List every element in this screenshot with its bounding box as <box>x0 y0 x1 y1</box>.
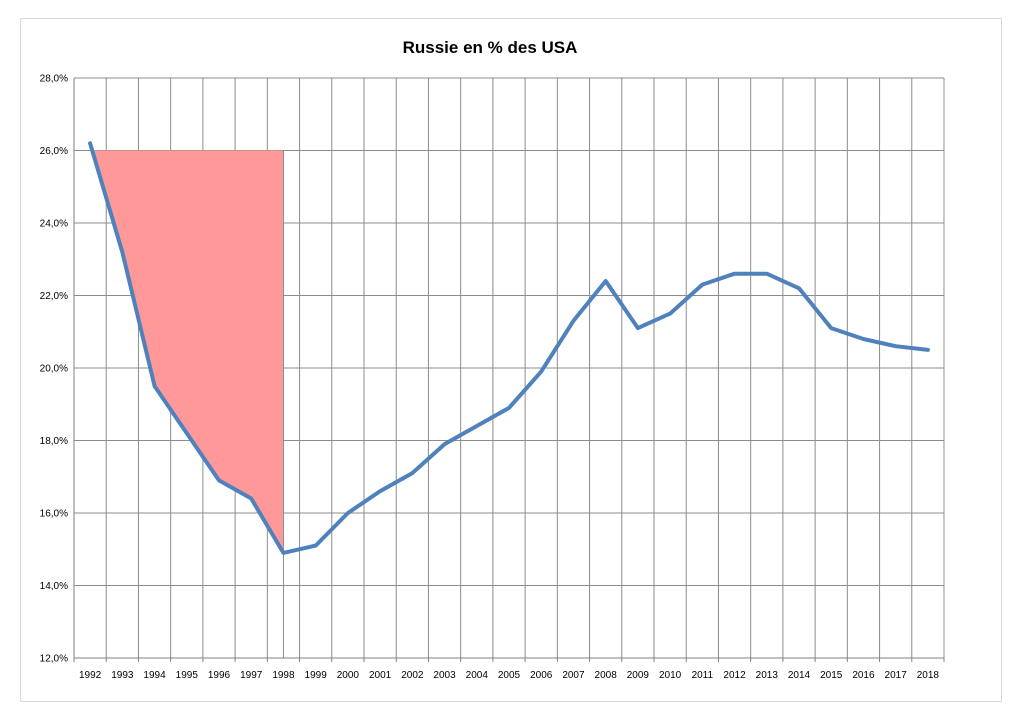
y-tick-label: 16,0% <box>40 509 68 520</box>
y-tick-label: 28,0% <box>40 74 68 85</box>
x-tick-label: 1999 <box>305 670 328 681</box>
x-tick-label: 1997 <box>240 670 263 681</box>
x-tick-label: 2004 <box>466 670 489 681</box>
x-tick-label: 2012 <box>723 670 746 681</box>
series-group <box>88 141 930 555</box>
y-tick-label: 18,0% <box>40 436 68 447</box>
x-tick-label: 2015 <box>820 670 843 681</box>
highlight-region <box>90 143 284 553</box>
x-tick-label: 1996 <box>208 670 231 681</box>
x-tick-label: 1995 <box>176 670 199 681</box>
x-tick-label: 2016 <box>852 670 875 681</box>
x-tick-label: 2000 <box>337 670 360 681</box>
x-tick-label: 2011 <box>692 670 714 681</box>
y-tick-label: 26,0% <box>40 146 68 157</box>
x-tick-label: 1994 <box>143 670 166 681</box>
y-tick-label: 22,0% <box>40 291 68 302</box>
x-tick-label: 2003 <box>433 670 456 681</box>
highlight-region-group <box>90 143 284 658</box>
x-tick-label: 2007 <box>562 670 585 681</box>
y-tick-label: 24,0% <box>40 219 68 230</box>
x-tick-label: 2005 <box>498 670 521 681</box>
series-line <box>88 141 930 555</box>
x-tick-label: 2002 <box>401 670 424 681</box>
x-tick-label: 1993 <box>111 670 134 681</box>
x-tick-label: 2009 <box>627 670 650 681</box>
x-tick-label: 1998 <box>272 670 295 681</box>
x-tick-label: 2001 <box>369 670 392 681</box>
chart-title: Russie en % des USA <box>403 38 578 57</box>
x-tick-label: 2018 <box>917 670 940 681</box>
x-tick-label: 2014 <box>788 670 811 681</box>
x-tick-label: 2008 <box>595 670 618 681</box>
x-tick-label: 2010 <box>659 670 682 681</box>
axes <box>73 78 945 662</box>
y-tick-label: 14,0% <box>40 581 68 592</box>
x-tick-label: 2013 <box>756 670 779 681</box>
x-tick-label: 1992 <box>79 670 102 681</box>
y-tick-label: 12,0% <box>40 654 68 665</box>
y-tick-label: 20,0% <box>40 364 68 375</box>
x-tick-labels: 1992 1993 1994 1995 1996 1997 1998 1999 2000 2001… <box>79 670 939 681</box>
y-tick-labels: 12,0% 14,0% 16,0% 18,0% 20,0% 22,0% 24,0% 26,0%… <box>40 74 68 665</box>
x-tick-label: 2017 <box>885 670 908 681</box>
x-tick-label: 2006 <box>530 670 553 681</box>
